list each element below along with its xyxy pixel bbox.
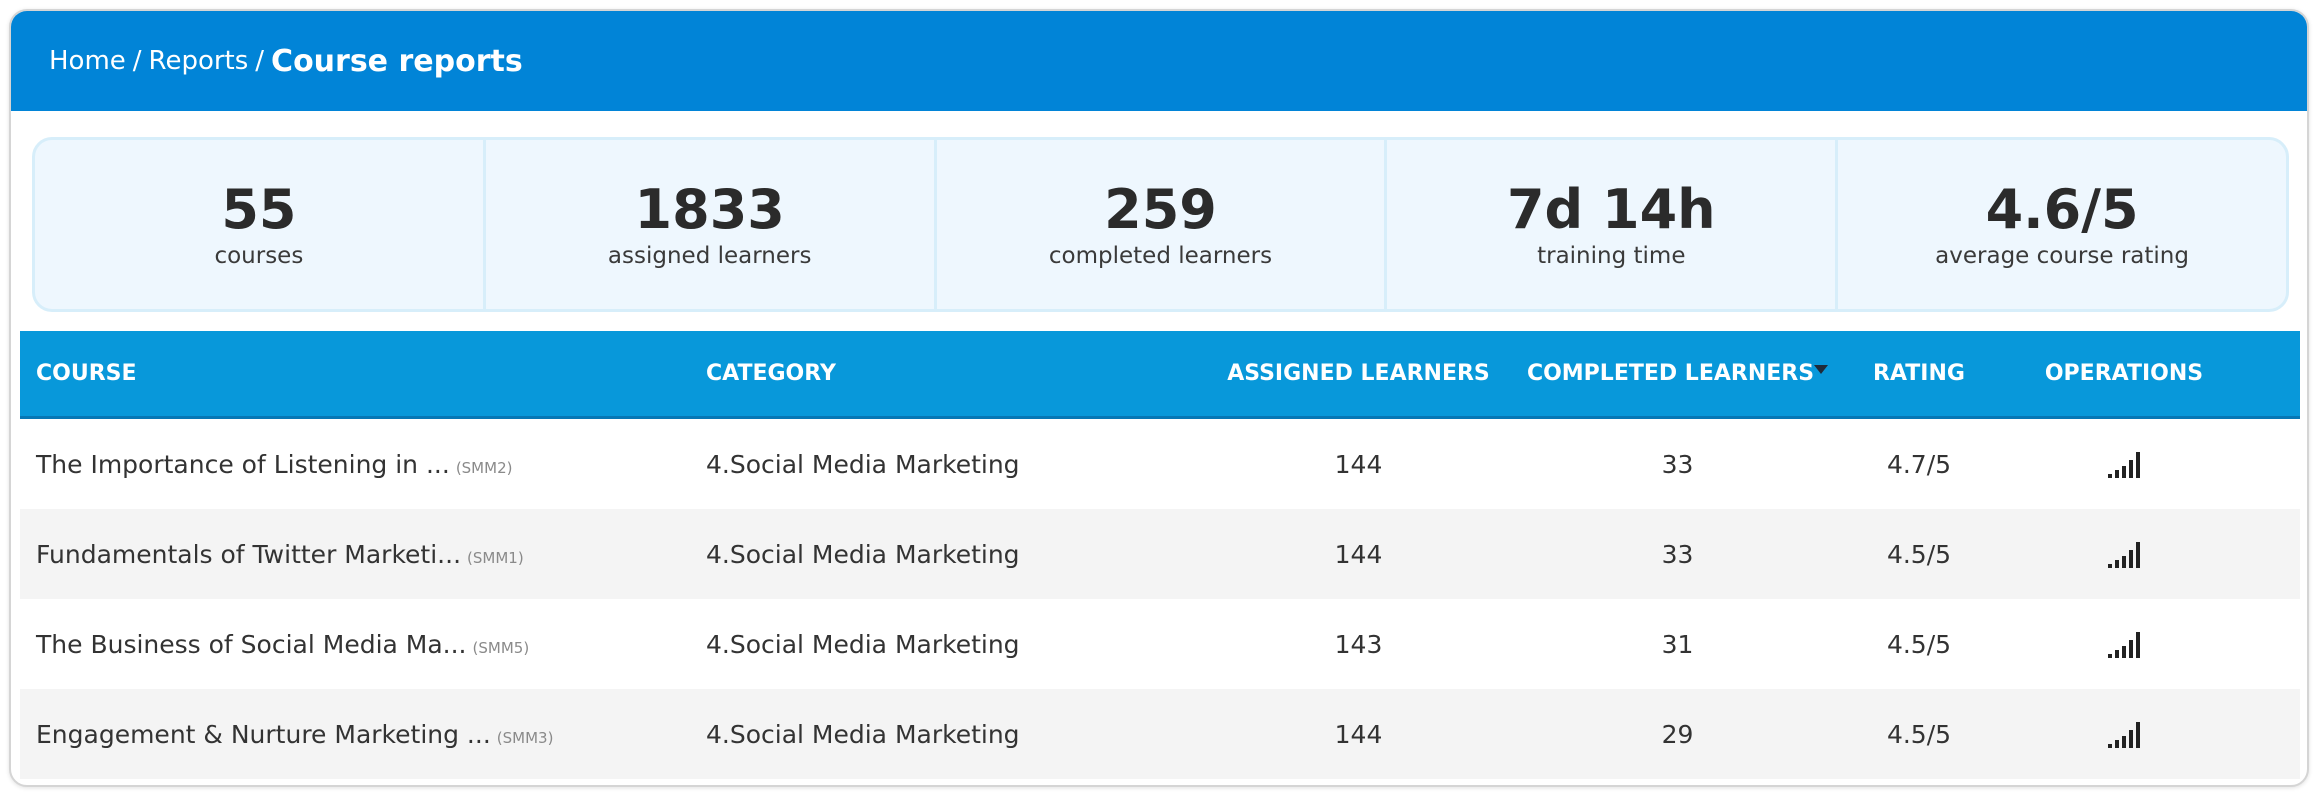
- column-header-assigned-learners[interactable]: ASSIGNED LEARNERS: [1227, 361, 1490, 386]
- sort-desc-icon[interactable]: [1814, 365, 1829, 374]
- course-code: (SMM5): [472, 638, 530, 657]
- operations-cell: [1994, 719, 2254, 749]
- completed-learners-cell: 31: [1661, 629, 1694, 659]
- assigned-learners-cell: 144: [1334, 449, 1383, 479]
- page-title: Course reports: [271, 43, 523, 79]
- column-header-operations: OPERATIONS: [2044, 361, 2204, 386]
- stat-label: completed learners: [1048, 242, 1273, 269]
- stat-value: 7d 14h: [1506, 177, 1716, 241]
- assigned-learners-cell: 144: [1334, 539, 1383, 569]
- breadcrumb-reports-link[interactable]: Reports: [148, 46, 249, 76]
- operations-cell: [1994, 539, 2254, 569]
- column-header-completed-label: COMPLETED LEARNERS: [1526, 361, 1815, 386]
- stat-value: 259: [1104, 177, 1217, 241]
- table-header: COURSE CATEGORY ASSIGNED LEARNERS COMPLE…: [20, 331, 2300, 419]
- course-cell[interactable]: The Importance of Listening in ... (SMM2): [20, 450, 706, 479]
- column-header-completed-learners[interactable]: COMPLETED LEARNERS: [1511, 361, 1844, 386]
- stat-assigned-learners: 1833 assigned learners: [486, 140, 937, 309]
- course-code: (SMM3): [496, 728, 554, 747]
- stats-bars-icon[interactable]: [2107, 719, 2141, 749]
- stat-training-time: 7d 14h training time: [1387, 140, 1839, 309]
- course-cell[interactable]: Engagement & Nurture Marketing ... (SMM3): [20, 720, 706, 749]
- course-name[interactable]: Engagement & Nurture Marketing ...: [36, 719, 491, 749]
- rating-cell: 4.7/5: [1886, 449, 1952, 479]
- category-cell: 4.Social Media Marketing: [706, 629, 1020, 659]
- table-row[interactable]: Engagement & Nurture Marketing ... (SMM3)…: [20, 689, 2300, 779]
- stat-label: average course rating: [1935, 242, 2189, 269]
- stats-bars-icon[interactable]: [2107, 449, 2141, 479]
- column-header-rating[interactable]: RATING: [1873, 361, 1965, 386]
- course-name[interactable]: The Business of Social Media Ma...: [36, 629, 467, 659]
- breadcrumb-separator: /: [132, 46, 142, 76]
- assigned-learners-cell: 144: [1334, 719, 1383, 749]
- breadcrumb-home-link[interactable]: Home: [49, 46, 126, 76]
- stat-average-rating: 4.6/5 average course rating: [1838, 140, 2286, 309]
- stat-value: 4.6/5: [1985, 177, 2139, 241]
- category-cell: 4.Social Media Marketing: [706, 719, 1020, 749]
- column-header-course[interactable]: COURSE: [36, 361, 137, 386]
- table-row[interactable]: The Importance of Listening in ... (SMM2)…: [20, 419, 2300, 509]
- course-cell[interactable]: Fundamentals of Twitter Marketi... (SMM1): [20, 540, 706, 569]
- stat-label: assigned learners: [607, 242, 812, 269]
- stat-courses: 55 courses: [35, 140, 486, 309]
- stat-label: training time: [1537, 242, 1686, 269]
- course-name[interactable]: The Importance of Listening in ...: [36, 449, 450, 479]
- operations-cell: [1994, 629, 2254, 659]
- table-row[interactable]: The Business of Social Media Ma... (SMM5)…: [20, 599, 2300, 689]
- operations-cell: [1994, 449, 2254, 479]
- assigned-learners-cell: 143: [1334, 629, 1383, 659]
- stat-value: 1833: [634, 177, 785, 241]
- category-cell: 4.Social Media Marketing: [706, 449, 1020, 479]
- stats-bars-icon[interactable]: [2107, 539, 2141, 569]
- course-code: (SMM1): [467, 548, 524, 567]
- course-cell[interactable]: The Business of Social Media Ma... (SMM5): [20, 630, 706, 659]
- course-code: (SMM2): [455, 458, 513, 477]
- rating-cell: 4.5/5: [1886, 719, 1952, 749]
- course-reports-card: Home / Reports / Course reports 55 cours…: [9, 9, 2309, 787]
- course-report-table: COURSE CATEGORY ASSIGNED LEARNERS COMPLE…: [20, 331, 2300, 779]
- stats-bars-icon[interactable]: [2107, 629, 2141, 659]
- completed-learners-cell: 29: [1661, 719, 1694, 749]
- completed-learners-cell: 33: [1661, 539, 1694, 569]
- page-header: Home / Reports / Course reports: [11, 11, 2307, 111]
- category-cell: 4.Social Media Marketing: [706, 539, 1020, 569]
- stat-label: courses: [214, 242, 304, 269]
- stat-completed-learners: 259 completed learners: [937, 140, 1388, 309]
- table-row[interactable]: Fundamentals of Twitter Marketi... (SMM1)…: [20, 509, 2300, 599]
- rating-cell: 4.5/5: [1886, 629, 1952, 659]
- breadcrumb-separator: /: [255, 46, 265, 76]
- rating-cell: 4.5/5: [1886, 539, 1952, 569]
- column-header-category[interactable]: CATEGORY: [706, 361, 836, 386]
- completed-learners-cell: 33: [1661, 449, 1694, 479]
- stat-value: 55: [221, 177, 297, 241]
- stats-summary: 55 courses 1833 assigned learners 259 co…: [32, 137, 2289, 312]
- course-name[interactable]: Fundamentals of Twitter Marketi...: [36, 539, 462, 569]
